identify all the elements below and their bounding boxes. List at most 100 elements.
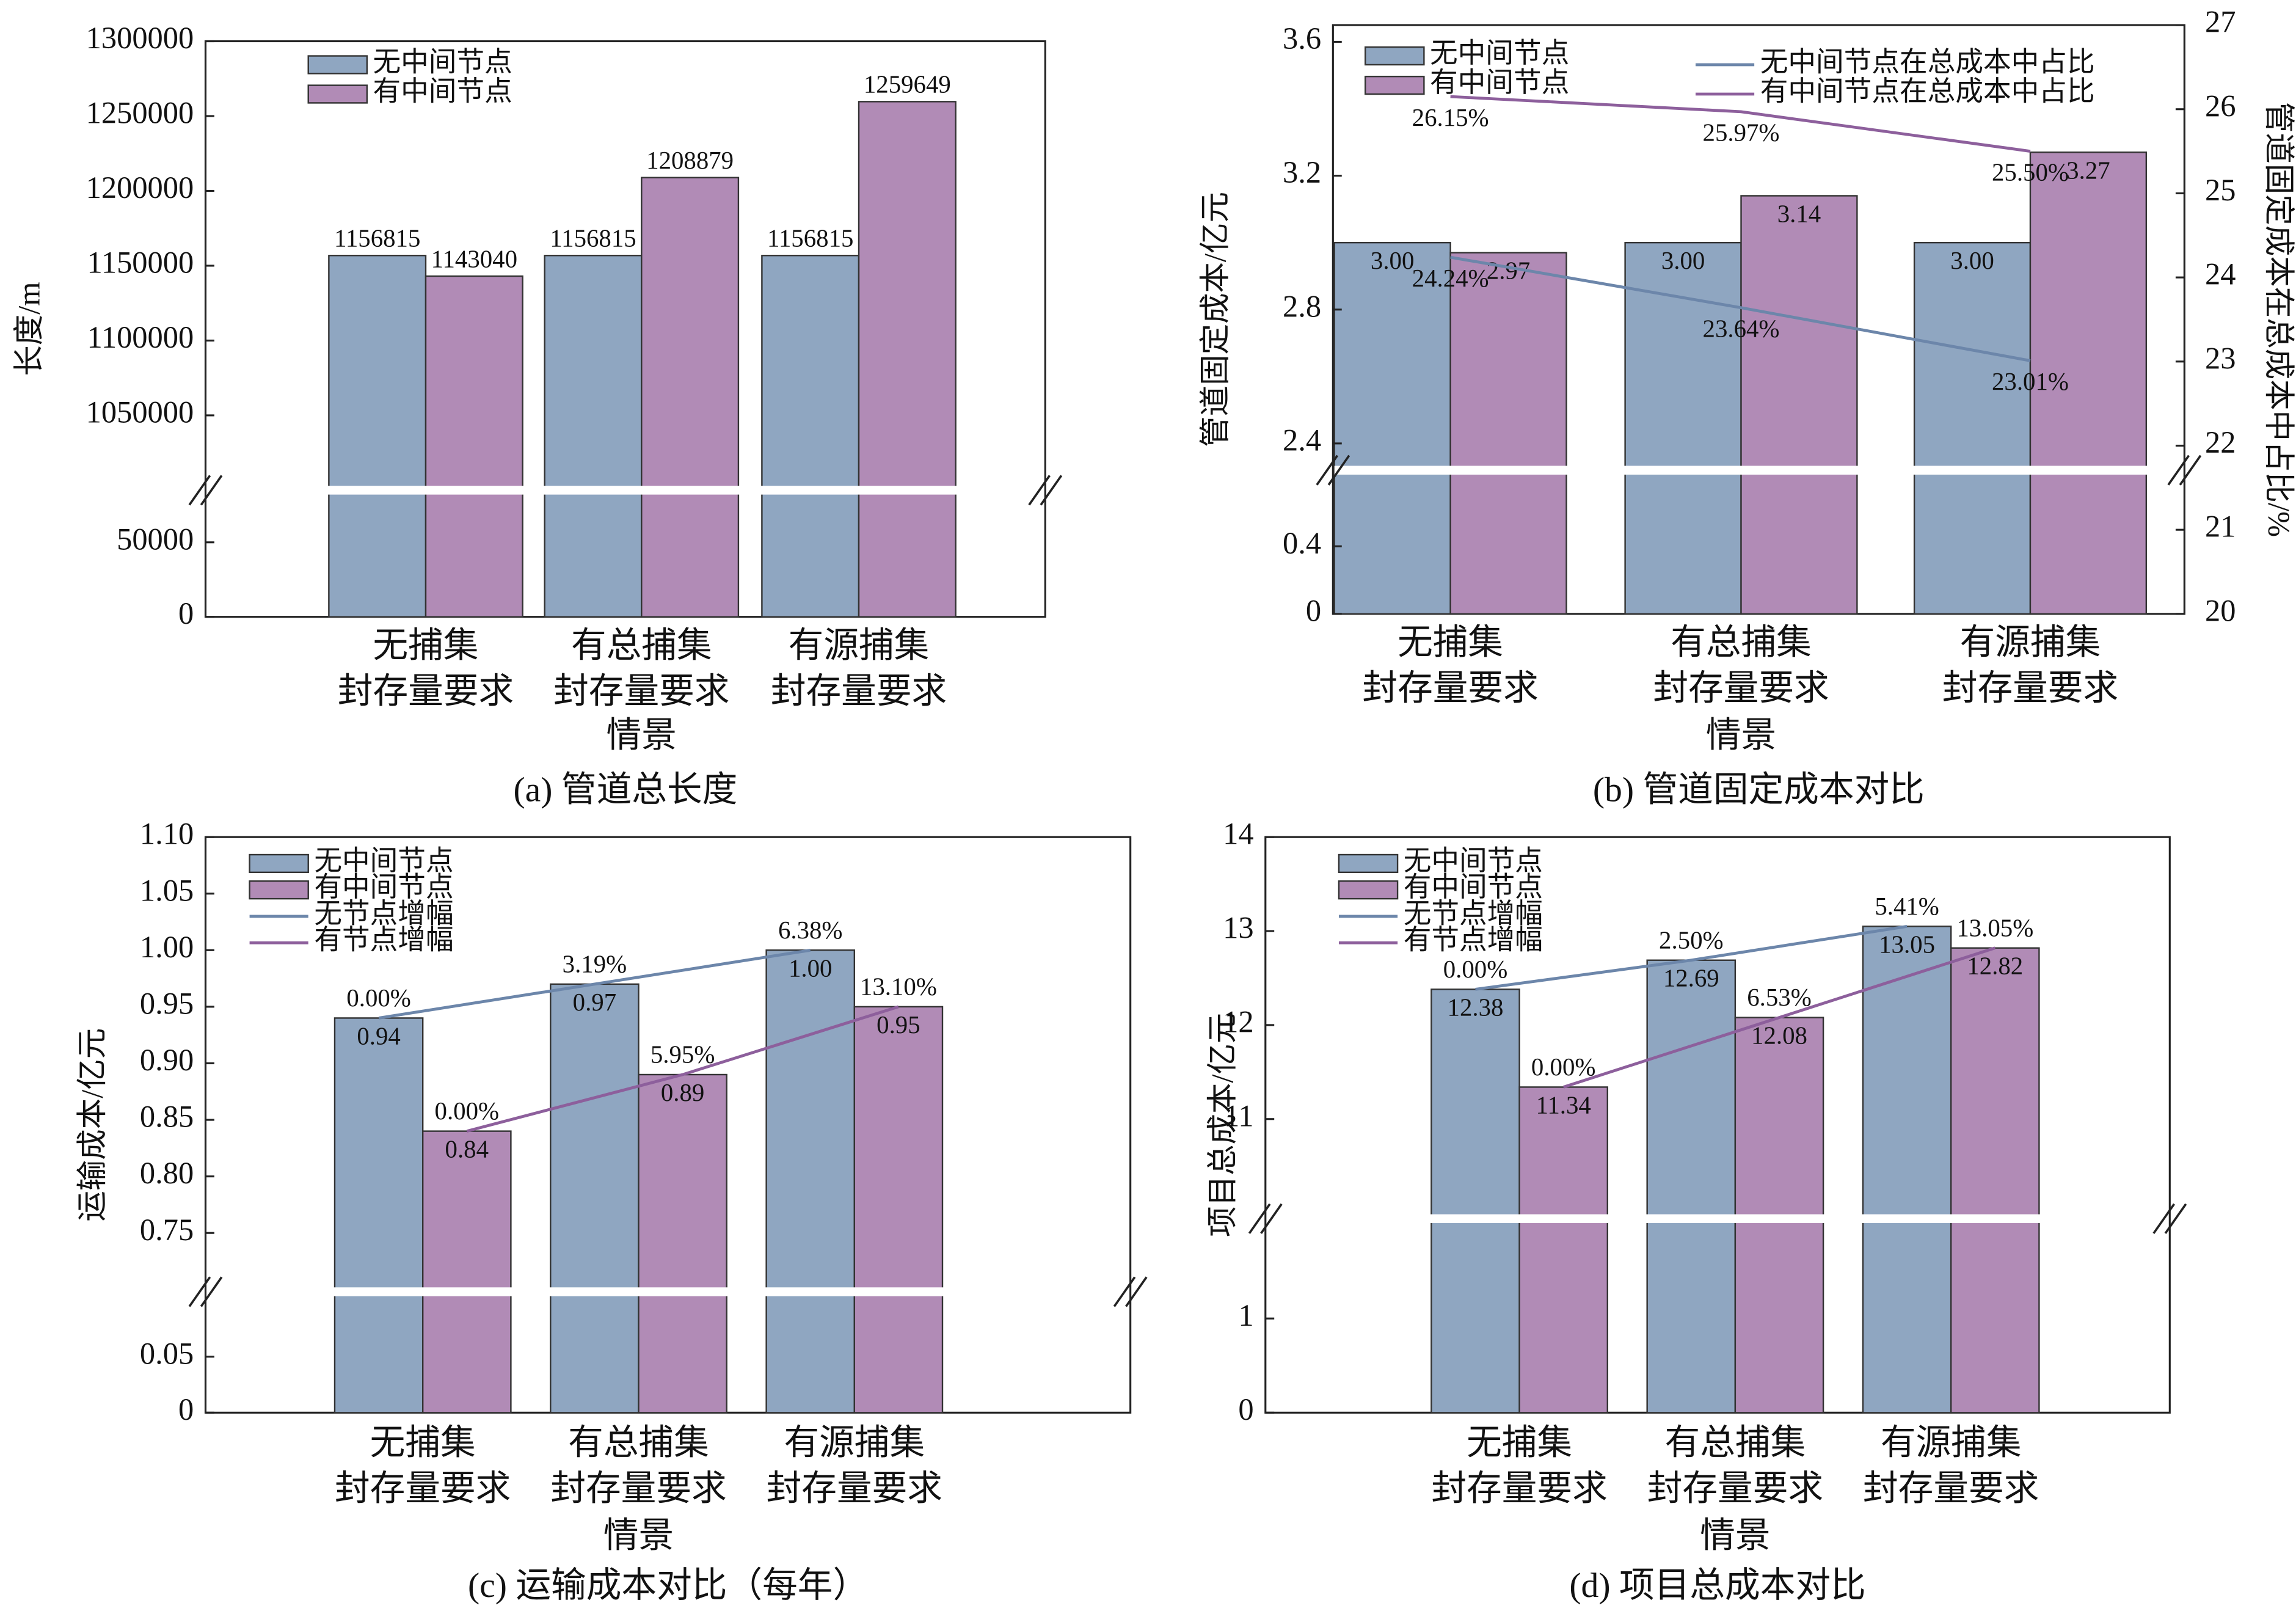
legend-label: 无中间节点在总成本中占比 — [1760, 46, 2095, 77]
data-label: 0.94 — [357, 1022, 400, 1050]
data-label: 3.00 — [1950, 247, 1994, 274]
bar — [1646, 959, 1737, 1414]
bar — [544, 255, 643, 618]
y-tick-label: 0.95 — [140, 986, 194, 1020]
bar — [1950, 947, 2040, 1414]
bar — [425, 275, 523, 618]
data-label: 12.38 — [1448, 993, 1504, 1021]
break-mark — [2179, 455, 2202, 486]
x-tick-label: 有总捕集封存量要求 — [553, 627, 729, 711]
y-tick-label: 3.6 — [1283, 21, 1321, 56]
data-label: 1259649 — [864, 71, 951, 98]
line-label: 24.24% — [1412, 265, 1489, 292]
line-label: 5.95% — [651, 1041, 715, 1069]
legend-label: 无节点增幅 — [314, 897, 453, 929]
line-label: 0.00% — [435, 1097, 500, 1125]
break-mark — [200, 1276, 223, 1307]
data-label: 0.84 — [445, 1136, 489, 1163]
bar — [1430, 988, 1520, 1414]
x-tick-label: 有源捕集封存量要求 — [771, 627, 947, 711]
legend-label: 有中间节点 — [1430, 67, 1569, 98]
legend-swatch — [249, 880, 309, 900]
data-label: 13.05 — [1879, 930, 1935, 958]
line-label: 0.00% — [346, 984, 411, 1012]
bar — [1913, 241, 2032, 615]
data-label: 1208879 — [646, 147, 734, 174]
bar — [853, 1006, 944, 1414]
line-label: 25.50% — [1992, 158, 2069, 186]
line — [1450, 255, 2031, 362]
bar — [1862, 926, 1952, 1414]
break-mark — [1028, 475, 1051, 506]
data-label: 3.27 — [2066, 156, 2110, 184]
y-tick-label: 1300000 — [86, 21, 194, 55]
axis-break — [206, 1287, 1129, 1296]
data-label: 11.34 — [1536, 1091, 1591, 1119]
line-label: 0.00% — [1443, 955, 1508, 983]
y-axis-label: 管道固定成本/亿元 — [1198, 192, 1232, 447]
y-tick-label: 0 — [1238, 1392, 1253, 1427]
x-axis-label: 情景 — [603, 1516, 674, 1555]
x-tick-label: 无捕集封存量要求 — [338, 627, 514, 711]
line — [378, 948, 811, 1020]
x-axis-label: 情景 — [1700, 1516, 1770, 1555]
y-tick-label: 0 — [1306, 593, 1321, 627]
y-tick-label: 1150000 — [87, 246, 194, 280]
legend-swatch — [1338, 880, 1399, 900]
x-axis-label: 情景 — [607, 716, 677, 754]
x-tick-label: 无捕集封存量要求 — [1362, 624, 1538, 708]
y-tick-label: 0 — [178, 1392, 194, 1427]
legend-label: 无中间节点 — [373, 46, 512, 77]
chart-title: (d) 项目总成本对比 — [1569, 1566, 1865, 1605]
data-label: 3.00 — [1661, 247, 1705, 274]
y-tick-label: 1050000 — [86, 395, 194, 429]
x-tick-label: 有源捕集封存量要求 — [1863, 1424, 2039, 1508]
axis-break — [1267, 1214, 2168, 1224]
y-tick-label: 1.00 — [140, 930, 194, 964]
y-tick-label: 2.8 — [1283, 289, 1321, 323]
x-tick-label: 有总捕集封存量要求 — [550, 1424, 726, 1508]
break-mark — [2152, 1203, 2175, 1234]
line — [1475, 924, 1908, 991]
legend-label: 无中间节点 — [314, 845, 453, 876]
chart-title: (c) 运输成本对比（每年） — [468, 1566, 868, 1605]
bar — [550, 983, 640, 1414]
legend-label: 有中间节点 — [1404, 871, 1543, 902]
data-label: 0.97 — [573, 988, 616, 1016]
data-label: 0.95 — [876, 1011, 920, 1039]
break-mark — [1113, 1276, 1136, 1307]
y-axis-label: 长度/m — [12, 282, 46, 376]
legend-label: 有节点增幅 — [314, 924, 453, 955]
line-label: 13.10% — [860, 973, 937, 1000]
legend-swatch — [307, 55, 368, 75]
y-tick-label: 11 — [1224, 1098, 1254, 1133]
line — [1562, 946, 1996, 1089]
y-tick-label: 1 — [1238, 1298, 1253, 1332]
y-tick-label: 13 — [1223, 911, 1253, 945]
break-mark — [1316, 455, 1339, 486]
axis-break — [206, 486, 1044, 495]
bar — [328, 255, 427, 618]
data-label: 3.14 — [1777, 200, 1821, 227]
y-tick-label: 3.2 — [1283, 155, 1321, 189]
line-label: 6.38% — [778, 916, 843, 944]
line-label: 2.50% — [1659, 926, 1724, 954]
data-label: 3.00 — [1371, 247, 1414, 274]
y-tick-label: 0 — [178, 596, 194, 630]
data-label: 1143040 — [431, 245, 517, 272]
y-axis-label: 项目总成本/亿元 — [1205, 1013, 1239, 1237]
bar — [858, 101, 957, 618]
break-mark — [200, 475, 223, 506]
chart-title: (b) 管道固定成本对比 — [1593, 770, 1925, 809]
line-label: 6.53% — [1747, 984, 1811, 1011]
x-tick-label: 有总捕集封存量要求 — [1653, 624, 1829, 708]
legend-swatch — [307, 84, 368, 104]
break-mark — [1248, 1203, 1271, 1234]
break-mark — [188, 475, 211, 506]
x-axis-label: 情景 — [1706, 716, 1776, 754]
legend-label: 有中间节点在总成本中占比 — [1760, 76, 2095, 107]
legend-label: 有中间节点 — [314, 871, 453, 902]
y-tick-label: 50000 — [117, 522, 194, 556]
y-axis-label: 运输成本/亿元 — [75, 1028, 109, 1222]
